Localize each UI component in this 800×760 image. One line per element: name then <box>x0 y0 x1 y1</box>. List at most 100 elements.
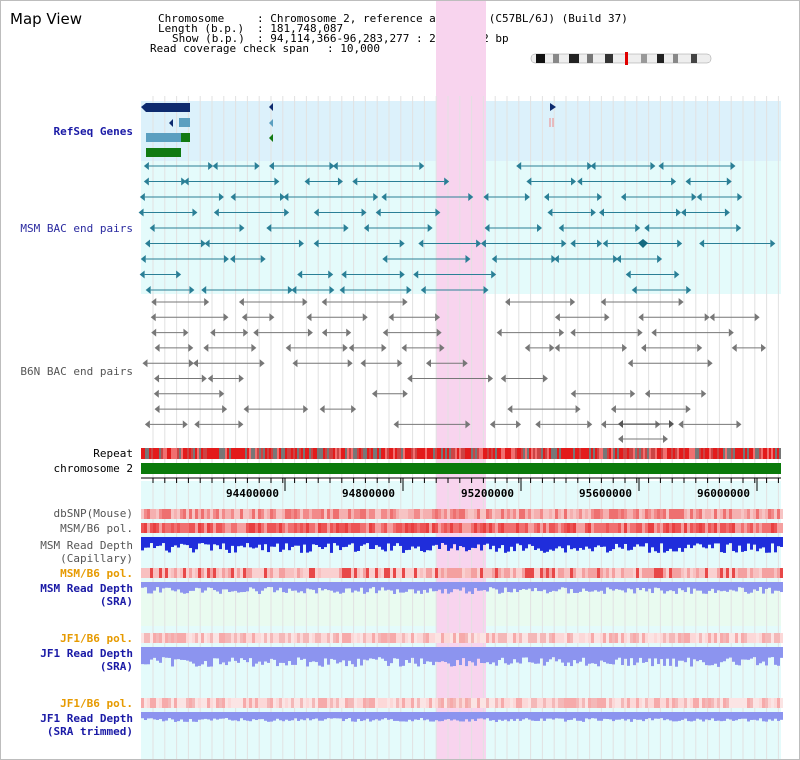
polymorphism-cell <box>492 633 495 643</box>
read-depth-bar <box>678 647 681 661</box>
polymorphism-cell <box>546 568 549 578</box>
polymorphism-cell <box>528 698 531 708</box>
polymorphism-cell <box>696 509 699 519</box>
repeat-segment <box>473 448 475 459</box>
polymorphism-cell <box>408 523 411 533</box>
read-depth-bar <box>546 582 549 594</box>
read-depth-bar <box>162 582 165 589</box>
polymorphism-cell <box>228 523 231 533</box>
read-depth-bar <box>681 537 684 552</box>
track-label-msm-depth-capillary[interactable]: MSM Read Depth (Capillary) <box>40 539 133 565</box>
track-label-jf1-b6-pol-2[interactable]: JF1/B6 pol. <box>60 697 133 710</box>
repeat-segment <box>327 448 329 459</box>
polymorphism-cell <box>237 698 240 708</box>
polymorphism-cell <box>321 633 324 643</box>
polymorphism-cell <box>519 509 522 519</box>
read-depth-bar <box>480 647 483 663</box>
repeat-segment <box>233 448 235 459</box>
read-depth-bar <box>372 537 375 550</box>
read-depth-bar <box>462 582 465 588</box>
polymorphism-cell <box>210 568 213 578</box>
read-depth-bar <box>663 712 666 721</box>
bac-end-arrow <box>491 270 497 279</box>
bac-end-arrow <box>238 420 244 429</box>
polymorphism-cell <box>717 523 720 533</box>
read-depth-bar <box>162 647 165 658</box>
polymorphism-cell <box>777 633 780 643</box>
read-depth-bar <box>174 582 177 592</box>
read-depth-bar <box>429 712 432 722</box>
read-depth-bar <box>558 537 561 547</box>
polymorphism-cell <box>711 633 714 643</box>
polymorphism-cell <box>480 633 483 643</box>
polymorphism-cell <box>558 509 561 519</box>
polymorphism-cell <box>729 698 732 708</box>
polymorphism-cell <box>729 633 732 643</box>
track-label-jf1-depth-sra[interactable]: JF1 Read Depth (SRA) <box>40 647 133 673</box>
polymorphism-cell <box>168 523 171 533</box>
bac-end-arrow <box>375 208 381 217</box>
repeat-segment <box>647 448 649 459</box>
track-label-msm-b6-pol-2[interactable]: MSM/B6 pol. <box>60 567 133 580</box>
length-label: Length (b.p.) <box>158 22 245 35</box>
read-depth-bar <box>504 537 507 553</box>
polymorphism-cell <box>750 633 753 643</box>
ruler-tick-5: 96000000 <box>697 487 750 500</box>
track-label-chromosome[interactable]: chromosome 2 <box>53 462 133 475</box>
bac-end-arrow <box>571 177 577 186</box>
polymorphism-cell <box>363 698 366 708</box>
read-depth-bar <box>666 537 669 552</box>
ideogram-band <box>605 54 613 63</box>
polymorphism-cell <box>141 698 144 708</box>
polymorphism-cell <box>420 509 423 519</box>
repeat-segment <box>417 448 419 459</box>
polymorphism-cell <box>513 568 516 578</box>
read-depth-bar <box>342 647 345 661</box>
polymorphism-cell <box>459 698 462 708</box>
repeat-segment <box>591 448 593 459</box>
read-depth-bar <box>681 582 684 591</box>
read-depth-bar <box>438 537 441 550</box>
repeat-segment <box>545 448 547 459</box>
read-depth-bar <box>249 582 252 588</box>
repeat-segment <box>565 448 567 459</box>
bac-end-arrow <box>577 177 583 186</box>
track-label-msm-b6-pol[interactable]: MSM/B6 pol. <box>60 522 133 535</box>
polymorphism-cell <box>522 509 525 519</box>
polymorphism-cell <box>390 568 393 578</box>
track-label-repeat[interactable]: Repeat <box>93 447 133 460</box>
read-depth-bar <box>381 582 384 588</box>
bac-end-arrow <box>500 374 506 383</box>
bac-end-arrow <box>637 328 643 337</box>
polymorphism-cell <box>465 633 468 643</box>
polymorphism-cell <box>516 568 519 578</box>
track-label-dbsnp[interactable]: dbSNP(Mouse) <box>53 507 133 520</box>
polymorphism-cell <box>384 633 387 643</box>
read-depth-bar <box>510 647 513 664</box>
bac-end-arrow <box>691 193 697 201</box>
polymorphism-cell <box>474 633 477 643</box>
track-label-msm-depth-sra[interactable]: MSM Read Depth (SRA) <box>40 582 133 608</box>
read-depth-bar <box>384 647 387 661</box>
polymorphism-cell <box>381 568 384 578</box>
read-depth-bar <box>324 647 327 659</box>
track-label-jf1-b6-pol[interactable]: JF1/B6 pol. <box>60 632 133 645</box>
track-label-b6n-bac[interactable]: B6N BAC end pairs <box>20 365 133 378</box>
bac-end-arrow <box>291 286 297 294</box>
repeat-segment <box>489 448 491 459</box>
read-depth-bar <box>375 537 378 546</box>
repeat-segment <box>227 448 229 459</box>
repeat-segment <box>253 448 255 459</box>
polymorphism-cell <box>588 509 591 519</box>
track-label-jf1-depth-trimmed[interactable]: JF1 Read Depth (SRA trimmed) <box>40 712 133 738</box>
polymorphism-cell <box>450 523 453 533</box>
polymorphism-cell <box>756 568 759 578</box>
polymorphism-cell <box>222 509 225 519</box>
track-label-refseq[interactable]: RefSeq Genes <box>53 125 133 138</box>
read-depth-bar <box>435 582 438 592</box>
track-label-msm-bac[interactable]: MSM BAC end pairs <box>20 222 133 235</box>
read-depth-bar <box>171 537 174 547</box>
read-depth-bar <box>774 582 777 591</box>
